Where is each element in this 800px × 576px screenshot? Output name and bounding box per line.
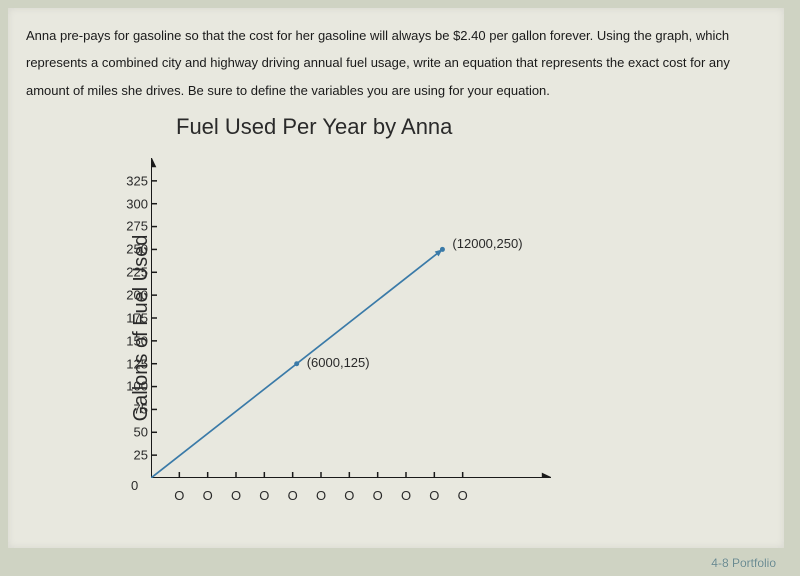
x-tick-label: O: [259, 488, 269, 503]
x-tick-label: O: [373, 488, 383, 503]
x-tick-label: O: [344, 488, 354, 503]
chart-plot: [151, 158, 551, 478]
y-tick-label: 175: [116, 310, 148, 325]
origin-label: 0: [131, 478, 138, 493]
y-tick-labels: 25 50 75 100 125 150 175 200 225 250 275 300 325: [116, 158, 148, 478]
y-tick-label: 100: [116, 379, 148, 394]
x-tick-label: O: [231, 488, 241, 503]
x-tick-label: O: [458, 488, 468, 503]
y-tick-label: 125: [116, 356, 148, 371]
chart-container: Fuel Used Per Year by Anna Gallons of Fu…: [56, 114, 766, 508]
y-tick-label: 300: [116, 196, 148, 211]
question-text: Anna pre-pays for gasoline so that the c…: [26, 22, 766, 104]
y-tick-label: 25: [116, 448, 148, 463]
x-tick-label: O: [174, 488, 184, 503]
x-tick-label: O: [288, 488, 298, 503]
y-tick-label: 275: [116, 219, 148, 234]
chart-point-label: (12000,250): [452, 236, 522, 251]
x-tick-label: O: [429, 488, 439, 503]
y-tick-label: 225: [116, 265, 148, 280]
content-panel: Anna pre-pays for gasoline so that the c…: [8, 8, 784, 548]
x-tick-label: O: [401, 488, 411, 503]
chart-area: Gallons of Fuel Used 2550751001251501752…: [56, 148, 576, 508]
y-tick-label: 250: [116, 242, 148, 257]
y-tick-label: 325: [116, 173, 148, 188]
y-tick-label: 75: [116, 402, 148, 417]
y-tick-label: 200: [116, 288, 148, 303]
chart-point-label: (6000,125): [307, 355, 370, 370]
x-tick-label: O: [203, 488, 213, 503]
x-tick-label: O: [316, 488, 326, 503]
y-tick-label: 50: [116, 425, 148, 440]
chart-title: Fuel Used Per Year by Anna: [176, 114, 766, 140]
y-tick-label: 150: [116, 333, 148, 348]
